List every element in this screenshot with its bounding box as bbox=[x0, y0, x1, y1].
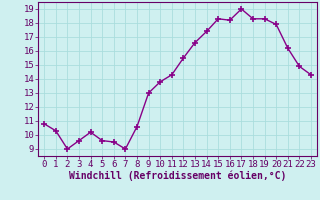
X-axis label: Windchill (Refroidissement éolien,°C): Windchill (Refroidissement éolien,°C) bbox=[69, 171, 286, 181]
